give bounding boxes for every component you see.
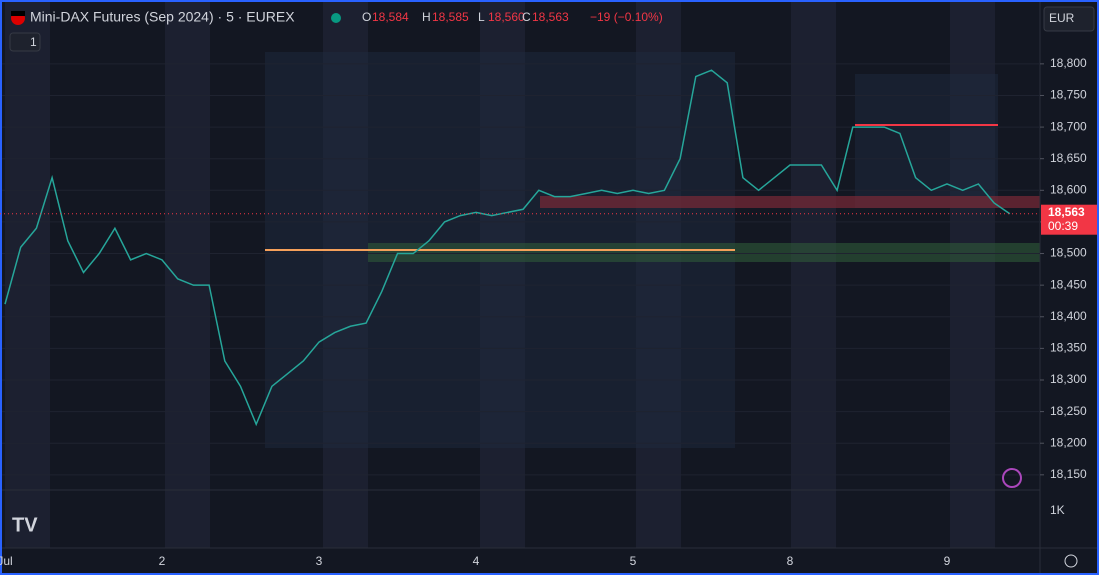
x-tick-label: 8 bbox=[787, 554, 794, 568]
y-tick-label: 18,800 bbox=[1050, 56, 1087, 70]
symbol-title: Mini-DAX Futures (Sep 2024) · 5 · EUREX bbox=[30, 9, 295, 25]
ohlc-value: 18,584 bbox=[372, 10, 409, 24]
x-tick-label: 9 bbox=[944, 554, 951, 568]
y-tick-label: 18,450 bbox=[1050, 277, 1087, 291]
y-tick-label: 18,500 bbox=[1050, 246, 1087, 260]
x-tick-label: 2 bbox=[159, 554, 166, 568]
volume-label: 1K bbox=[1050, 503, 1065, 517]
y-tick-label: 18,650 bbox=[1050, 151, 1087, 165]
ohlc-value: 18,585 bbox=[432, 10, 469, 24]
change: −19 (−0.10%) bbox=[590, 10, 663, 24]
y-tick-label: 18,150 bbox=[1050, 467, 1087, 481]
y-tick-label: 18,350 bbox=[1050, 341, 1087, 355]
ohlc-key: H bbox=[422, 10, 431, 24]
x-tick-label: 3 bbox=[316, 554, 323, 568]
x-tick-label: Jul bbox=[0, 554, 13, 568]
ohlc-value: 18,563 bbox=[532, 10, 569, 24]
ohlc-key: O bbox=[362, 10, 371, 24]
marks bbox=[0, 63, 1040, 476]
support-zone bbox=[368, 243, 1040, 262]
status-dot bbox=[331, 13, 341, 23]
alert-icon[interactable] bbox=[1002, 468, 1022, 488]
y-tick-label: 18,250 bbox=[1050, 404, 1087, 418]
last-price-tag bbox=[1041, 204, 1097, 235]
flag-icon bbox=[11, 11, 25, 16]
pane-button[interactable] bbox=[9, 32, 41, 52]
pane-count: 1 bbox=[30, 35, 37, 49]
x-tick-label: 5 bbox=[630, 554, 637, 568]
last-price-label: 18,563 bbox=[1048, 205, 1085, 219]
y-tick-label: 18,300 bbox=[1050, 372, 1087, 386]
y-tick-label: 18,700 bbox=[1050, 119, 1087, 133]
profile-box bbox=[855, 74, 998, 208]
y-tick-label: 18,400 bbox=[1050, 309, 1087, 323]
y-tick-label: 18,200 bbox=[1050, 435, 1087, 449]
y-tick-label: 18,750 bbox=[1050, 88, 1087, 102]
price-line bbox=[4, 69, 1011, 427]
ohlc-value: 18,560 bbox=[488, 10, 525, 24]
ohlc-key: L bbox=[478, 10, 485, 24]
resistance-zone bbox=[540, 196, 1040, 208]
x-tick-label: 4 bbox=[473, 554, 480, 568]
settings-icon[interactable] bbox=[1064, 554, 1078, 568]
logo: TV bbox=[12, 514, 38, 536]
y-tick-label: 18,600 bbox=[1050, 182, 1087, 196]
countdown: 00:39 bbox=[1048, 219, 1078, 233]
currency: EUR bbox=[1049, 11, 1075, 25]
ohlc-key: C bbox=[522, 10, 531, 24]
currency-button[interactable] bbox=[1043, 6, 1095, 32]
